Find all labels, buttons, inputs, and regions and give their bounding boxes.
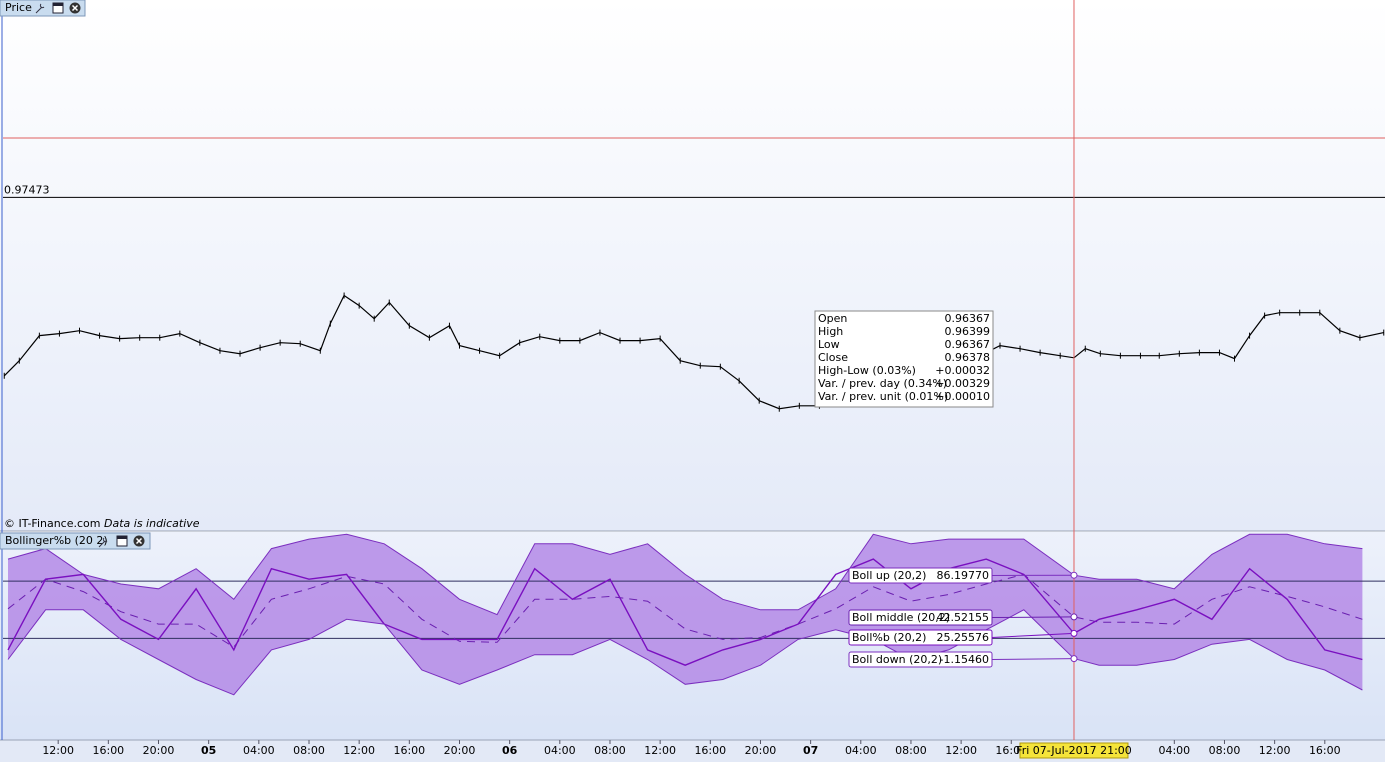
x-tick-label: 20:00 xyxy=(143,744,175,757)
x-tick-label: 12:00 xyxy=(644,744,676,757)
x-tick-label: 16:00 xyxy=(92,744,124,757)
price-line xyxy=(3,294,1384,410)
readout-box xyxy=(848,609,993,626)
x-tick-label: 16:00 xyxy=(995,744,1027,757)
readout-dot xyxy=(1070,629,1078,637)
indicator-line xyxy=(7,533,1363,616)
tooltip-value: 0.96378 xyxy=(945,351,991,364)
window-icon-bar xyxy=(117,536,127,539)
x-tick-label: 20:00 xyxy=(444,744,476,757)
footer: © IT-Finance.com xyxy=(4,517,101,530)
readout-name: Boll down (20,2) xyxy=(852,653,942,666)
x-tick-label: 05 xyxy=(201,744,216,757)
readout-connector xyxy=(991,632,1075,638)
x-tick-label: 08:00 xyxy=(594,744,626,757)
tooltip-value: +0.00010 xyxy=(935,390,990,403)
x-tick-label: 12:00 xyxy=(42,744,74,757)
settings-icon[interactable] xyxy=(98,537,108,548)
x-tick-label: 04:00 xyxy=(544,744,576,757)
indicator-line xyxy=(7,609,1363,696)
reference-label: 0.97473 xyxy=(4,183,50,196)
readout-name: Boll middle (20,2) xyxy=(852,611,950,624)
price-pane xyxy=(0,0,1385,531)
tooltip-label: Var. / prev. unit (0.01%) xyxy=(818,390,948,403)
x-tick-label: 12:00 xyxy=(343,744,375,757)
settings-icon[interactable] xyxy=(35,3,45,14)
readout-value: 42.52155 xyxy=(937,611,990,624)
x-tick-label: 16:00 xyxy=(694,744,726,757)
tooltip-value: +0.00032 xyxy=(935,364,990,377)
footer-note: Data is indicative xyxy=(104,517,200,530)
x-tick-label: 16:00 xyxy=(393,744,425,757)
window-icon-bar xyxy=(53,3,63,6)
crosshair-date: Fri 07-Jul-2017 21:00 xyxy=(1016,744,1132,757)
readout-box xyxy=(848,629,993,646)
tooltip-value: +0.00329 xyxy=(935,377,990,390)
tooltip-label: Open xyxy=(818,312,847,325)
indicator-line xyxy=(7,573,1363,648)
readout-dot xyxy=(1070,655,1078,663)
x-tick-label: 20:00 xyxy=(745,744,777,757)
plot-layer: 0.97473 12:00 16:00 20:00 05 04:00 08:00 12:00 1… xyxy=(3,0,1385,759)
close-cross xyxy=(71,4,79,12)
indicator-title: Bollinger%b (20 2) xyxy=(5,534,108,547)
tooltip-label: Close xyxy=(818,351,848,364)
x-tick-label: 12:00 xyxy=(945,744,977,757)
x-tick-label: 08:00 xyxy=(1209,744,1241,757)
x-tick-label: 16:00 xyxy=(1309,744,1341,757)
ohlc-tooltip xyxy=(814,310,994,408)
readout-box xyxy=(848,651,993,668)
indicator-line xyxy=(7,558,1363,666)
readout-value: -1.15460 xyxy=(940,653,989,666)
x-tick-label: 06 xyxy=(502,744,518,757)
x-tick-label: 07 xyxy=(803,744,818,757)
readout-name: Boll%b (20,2) xyxy=(852,631,926,644)
tooltip-label: Var. / prev. day (0.34%) xyxy=(818,377,947,390)
ui-layer: Price Bollinger%b (20 2) © IT-Finance.co… xyxy=(0,0,200,550)
x-tick-label: 04:00 xyxy=(845,744,877,757)
readout-value: 86.19770 xyxy=(937,569,990,582)
x-tick-label: 04:00 xyxy=(1158,744,1190,757)
x-tick-label: 08:00 xyxy=(895,744,927,757)
readout-dot xyxy=(1070,613,1078,621)
tooltip-label: Low xyxy=(818,338,840,351)
tooltip-value: 0.96399 xyxy=(945,325,991,338)
readout-dot xyxy=(1070,571,1078,579)
tooltip-value: 0.96367 xyxy=(945,338,991,351)
readout-connector xyxy=(991,658,1074,660)
tooltip-value: 0.96367 xyxy=(945,312,991,325)
readout-connector xyxy=(991,616,1074,618)
x-tick-label: 08:00 xyxy=(293,744,325,757)
crosshair-date-box xyxy=(1019,742,1129,759)
readout-box xyxy=(848,567,993,584)
tooltip-label: High-Low (0.03%) xyxy=(818,364,916,377)
close-cross xyxy=(135,537,143,545)
readout-value: 25.25576 xyxy=(937,631,990,644)
x-tick-label: 12:00 xyxy=(1259,744,1291,757)
readout-name: Boll up (20,2) xyxy=(852,569,926,582)
x-tick-label: 04:00 xyxy=(243,744,275,757)
price-title: Price xyxy=(5,1,32,14)
indicator-header xyxy=(0,532,151,550)
tooltip-label: High xyxy=(818,325,843,338)
